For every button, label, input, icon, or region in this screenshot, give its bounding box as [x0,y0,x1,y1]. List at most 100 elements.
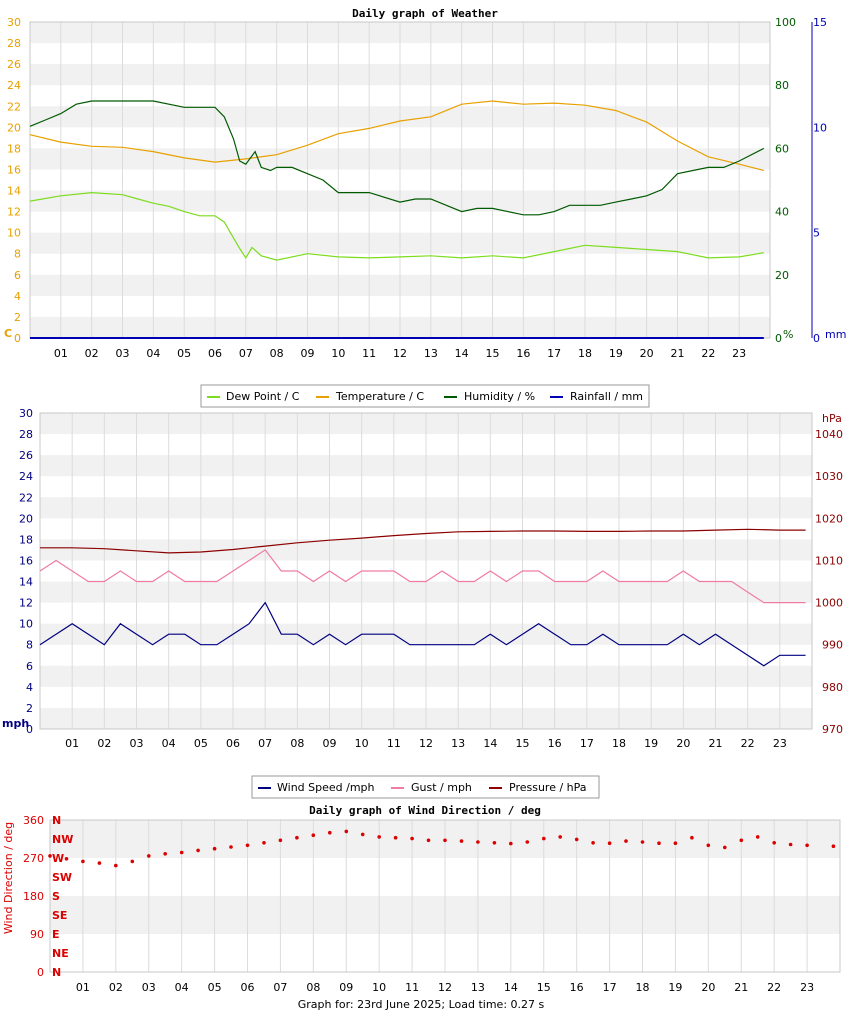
pressure-tick-label: 1010 [815,554,843,567]
wind-direction-point [196,848,200,853]
wind-direction-point [377,835,382,839]
legend-humidity: Humidity / % [464,390,535,403]
wind-tick-label: 20 [19,512,33,525]
x-tick-label: 16 [548,737,562,750]
wind-tick-label: 22 [19,491,33,504]
wind-direction-point [739,838,744,843]
legend-rainfall: Rainfall / mm [570,390,643,403]
wind-direction-point [410,836,414,841]
x-tick-label: 05 [177,347,191,360]
pressure-line [40,528,806,554]
pressure-tick-label: 970 [822,723,843,736]
x-tick-label: 14 [483,737,497,750]
x-tick-label: 21 [709,737,723,750]
wind-direction-point [492,841,497,845]
wind-legend: Wind Speed /mph Gust / mph Pressure / hP… [251,775,600,799]
wind-direction-point [723,845,727,850]
wind-direction-point [278,838,283,843]
wind-direction-point [229,845,233,849]
x-tick-label: 01 [76,981,90,994]
wind-direction-point [690,835,694,840]
wind-tick-label: 16 [19,554,33,567]
x-tick-label: 03 [142,981,156,994]
wind-direction-point [97,861,102,865]
x-tick-label: 12 [419,737,433,750]
wind-direction-point [476,840,480,844]
wind-direction-point [262,841,266,845]
x-tick-label: 11 [362,347,376,360]
x-tick-label: 09 [339,981,353,994]
x-tick-label: 18 [636,981,650,994]
x-tick-label: 06 [226,737,240,750]
x-tick-label: 02 [97,737,111,750]
wind-direction-point [657,841,661,845]
x-tick-label: 20 [640,347,654,360]
pressure-tick-label: 1030 [815,470,843,483]
humidity-tick-label: 40 [775,206,789,219]
wind-direction-point [81,859,85,864]
wind-direction-point [574,837,579,842]
compass-label: NE [52,947,69,960]
wind-direction-point [772,841,776,845]
wind-direction-point [64,857,69,861]
wind-tick-label: 14 [19,576,33,589]
wind-tick-label: 10 [19,618,33,631]
weather-legend-box [200,384,650,408]
x-tick-label: 11 [405,981,419,994]
temperature-line [29,100,764,172]
x-tick-label: 22 [741,737,755,750]
temperature-tick-label: 12 [7,206,21,219]
temperature-tick-label: 18 [7,142,21,155]
x-tick-label: 10 [372,981,386,994]
wind-direction-point [591,841,595,845]
x-tick-label: 15 [537,981,551,994]
wind-direction-point [788,842,793,847]
x-tick-label: 13 [424,347,438,360]
x-tick-label: 08 [306,981,320,994]
x-tick-label: 07 [239,347,253,360]
x-tick-label: 18 [578,347,592,360]
pressure-unit-label: hPa [822,412,842,425]
weather-chart-title: Daily graph of Weather [352,7,498,20]
wind-tick-label: 30 [19,407,33,420]
x-tick-label: 10 [355,737,369,750]
wind-direction-point [360,832,365,837]
x-tick-label: 04 [162,737,176,750]
gust-line [39,549,806,604]
wind-direction-point [245,843,250,848]
x-tick-label: 14 [504,981,518,994]
x-tick-label: 03 [116,347,130,360]
x-tick-label: 23 [732,347,746,360]
humidity-tick-label: 60 [775,142,789,155]
x-tick-label: 23 [773,737,787,750]
wind-direction-point [311,833,316,837]
wind-direction-point [607,841,612,845]
x-tick-label: 07 [258,737,272,750]
x-tick-label: 02 [85,347,99,360]
temperature-tick-label: 28 [7,37,21,50]
temperature-tick-label: 30 [7,16,21,29]
temperature-tick-label: 14 [7,185,21,198]
legend-wind-speed: Wind Speed /mph [277,781,375,794]
x-tick-label: 11 [387,737,401,750]
rainfall-tick-label: 5 [813,227,820,240]
x-tick-label: 20 [701,981,715,994]
legend-gust: Gust / mph [411,781,472,794]
x-tick-label: 15 [516,737,530,750]
humidity-tick-label: 20 [775,269,789,282]
x-tick-label: 07 [273,981,287,994]
direction-tick-label: 90 [30,928,44,941]
x-tick-label: 04 [175,981,189,994]
compass-label: E [52,928,60,941]
direction-tick-label: 360 [23,814,44,827]
humidity-line [29,100,765,216]
temperature-unit-label: C [4,327,12,340]
direction-tick-label: 180 [23,890,44,903]
x-tick-label: 05 [194,737,208,750]
pressure-tick-label: 990 [822,639,843,652]
wind-tick-label: 4 [26,681,33,694]
x-tick-label: 13 [471,981,485,994]
wind-tick-label: 28 [19,428,33,441]
temperature-tick-label: 4 [14,290,21,303]
